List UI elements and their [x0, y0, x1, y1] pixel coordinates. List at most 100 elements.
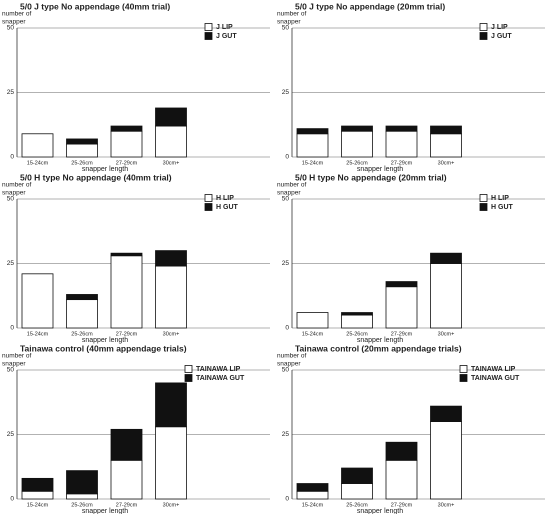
y-tick-label: 50 [7, 25, 15, 32]
x-tick-label: 27-29cm [391, 502, 413, 508]
x-tick-label: 15-24cm [27, 502, 49, 508]
bar-segment [341, 314, 373, 329]
legend-swatch [204, 23, 213, 31]
bar-segment [430, 405, 462, 422]
x-tick-label: 27-29cm [391, 160, 413, 166]
y-tick-label: 50 [282, 196, 290, 203]
y-tick-label: 50 [282, 25, 290, 32]
bar-segment [66, 143, 98, 158]
bar-segment [296, 128, 329, 135]
bar-segment [430, 263, 462, 329]
chart-panel: 5/0 H type No appendage (40mm trial)numb… [2, 172, 270, 344]
bar-segment [155, 265, 187, 329]
bar-segment [341, 130, 373, 158]
chart-title: 5/0 J type No appendage (20mm trial) [295, 1, 445, 11]
y-tick-label: 0 [10, 154, 14, 161]
bar-segment [66, 294, 98, 301]
y-axis-label: number of [277, 182, 306, 189]
chart-panel: 5/0 J type No appendage (20mm trial)numb… [277, 1, 545, 173]
bar-segment [385, 286, 418, 329]
y-tick-label: 0 [10, 496, 14, 503]
x-tick-label: 15-24cm [27, 160, 49, 166]
bar-segment [341, 483, 373, 500]
legend-swatch [479, 194, 488, 202]
y-tick-label: 50 [7, 196, 15, 203]
bar-segment [110, 125, 143, 132]
legend-label: H LIP [491, 195, 509, 202]
legend-label: TAINAWA LIP [196, 366, 241, 373]
bar-segment [296, 490, 329, 500]
bar-segment [385, 441, 418, 461]
legend-label: H GUT [491, 204, 514, 211]
x-tick-label: 25-26cm [71, 160, 93, 166]
y-axis-label: number of [2, 182, 31, 189]
y-tick-label: 25 [282, 260, 290, 267]
y-tick-label: 25 [7, 431, 15, 438]
x-tick-label: 30cm+ [438, 502, 455, 508]
legend-swatch [479, 203, 488, 211]
bar-segment [66, 470, 98, 495]
bar-segment [110, 255, 143, 329]
bar-segment [110, 428, 143, 461]
x-tick-label: 25-26cm [346, 502, 368, 508]
y-tick-label: 25 [282, 89, 290, 96]
legend-swatch [479, 32, 488, 40]
bar-segment [385, 459, 418, 500]
y-tick-label: 50 [7, 367, 15, 374]
legend-swatch [459, 374, 468, 382]
x-axis-label: snapper length [82, 337, 128, 344]
bar-segment [155, 426, 187, 500]
y-tick-label: 25 [7, 89, 15, 96]
x-axis-label: snapper length [357, 337, 403, 344]
y-tick-label: 50 [282, 367, 290, 374]
bar-segment [385, 125, 418, 132]
x-tick-label: 15-24cm [302, 331, 324, 337]
bar-segment [155, 125, 187, 158]
legend-swatch [459, 365, 468, 373]
x-axis-label: snapper length [357, 508, 403, 514]
bar-segment [341, 125, 373, 132]
legend-label: H LIP [216, 195, 234, 202]
x-tick-label: 15-24cm [302, 502, 324, 508]
x-tick-label: 30cm+ [438, 331, 455, 337]
bar-segment [110, 130, 143, 158]
y-axis-label: snapper [2, 190, 26, 197]
bar-segment [385, 130, 418, 158]
y-axis-label: number of [2, 353, 31, 360]
bar-segment [21, 133, 54, 158]
x-tick-label: 15-24cm [302, 160, 324, 166]
x-tick-label: 30cm+ [163, 331, 180, 337]
y-tick-label: 25 [7, 260, 15, 267]
bar-segment [66, 299, 98, 329]
bar-segment [66, 138, 98, 145]
legend-label: J LIP [491, 24, 508, 31]
y-tick-label: 0 [285, 154, 289, 161]
x-axis-label: snapper length [357, 166, 403, 173]
bar-segment [21, 273, 54, 329]
legend-swatch [204, 194, 213, 202]
chart-panel: 5/0 J type No appendage (40mm trial)numb… [2, 1, 270, 173]
bar-segment [155, 250, 187, 267]
bar-segment [110, 459, 143, 500]
legend-label: TAINAWA GUT [471, 375, 520, 382]
x-tick-label: 25-26cm [346, 331, 368, 337]
x-tick-label: 25-26cm [71, 331, 93, 337]
y-axis-label: snapper [2, 19, 26, 26]
bar-segment [296, 483, 329, 492]
x-axis-label: snapper length [82, 166, 128, 173]
x-tick-label: 25-26cm [71, 502, 93, 508]
y-axis-label: snapper [277, 19, 301, 26]
bar-segment [430, 252, 462, 264]
legend-swatch [479, 23, 488, 31]
bar-segment [21, 477, 54, 492]
bar-segment [341, 312, 373, 316]
y-tick-label: 0 [285, 325, 289, 332]
x-tick-label: 15-24cm [27, 331, 49, 337]
chart-panel: Tainawa control (20mm appendage trials)n… [277, 343, 545, 514]
y-axis-label: number of [2, 11, 31, 18]
legend-label: TAINAWA LIP [471, 366, 516, 373]
legend-label: H GUT [216, 204, 239, 211]
legend-swatch [184, 365, 193, 373]
chart-title: 5/0 H type No appendage (40mm trial) [20, 172, 172, 182]
